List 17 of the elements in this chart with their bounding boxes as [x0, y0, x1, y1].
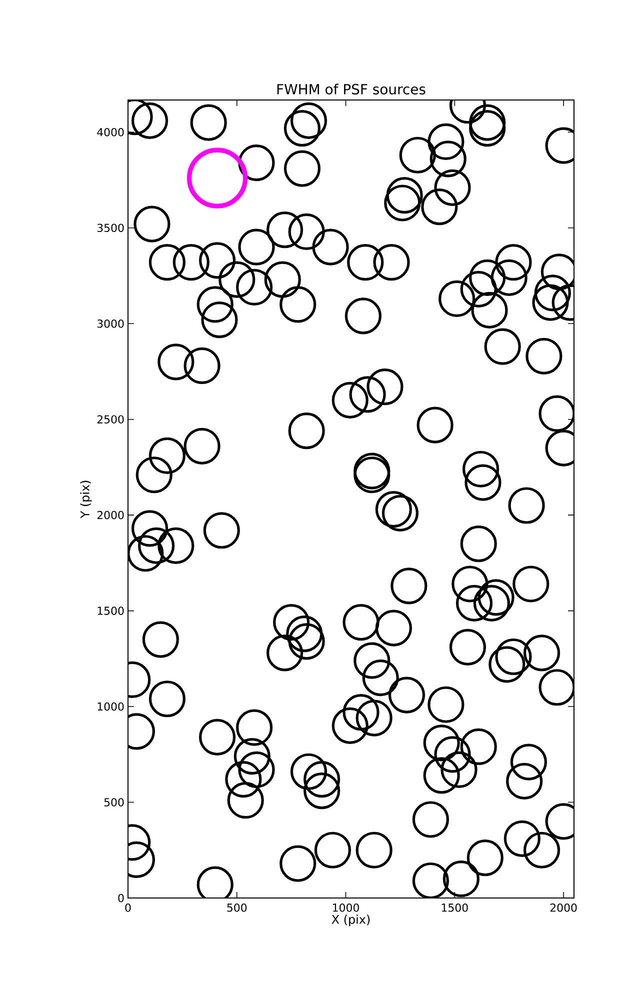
- y-tick-label: 1500: [98, 606, 124, 615]
- x-tick-label: 1500: [442, 904, 468, 912]
- y-tick-label: 3000: [97, 319, 124, 328]
- y-tick-label: 3500: [97, 224, 124, 232]
- y-tick-label: 4000: [97, 128, 124, 136]
- y-tick-label: 500: [104, 798, 124, 806]
- y-axis-title: Y (pix): [80, 480, 92, 518]
- x-tick-label: 0: [125, 904, 131, 912]
- chart-title: FWHM of PSF sources: [277, 84, 426, 94]
- x-axis-title: X (pix): [332, 914, 370, 926]
- y-tick-label: 0: [118, 894, 124, 902]
- x-tick-label: 500: [227, 904, 247, 912]
- y-tick-label: 2500: [97, 415, 124, 424]
- y-tick-label: 2000: [97, 510, 124, 520]
- x-tick-label: 2000: [550, 904, 577, 912]
- x-tick-label: 1000: [333, 904, 359, 912]
- y-tick-label: 1000: [98, 702, 124, 711]
